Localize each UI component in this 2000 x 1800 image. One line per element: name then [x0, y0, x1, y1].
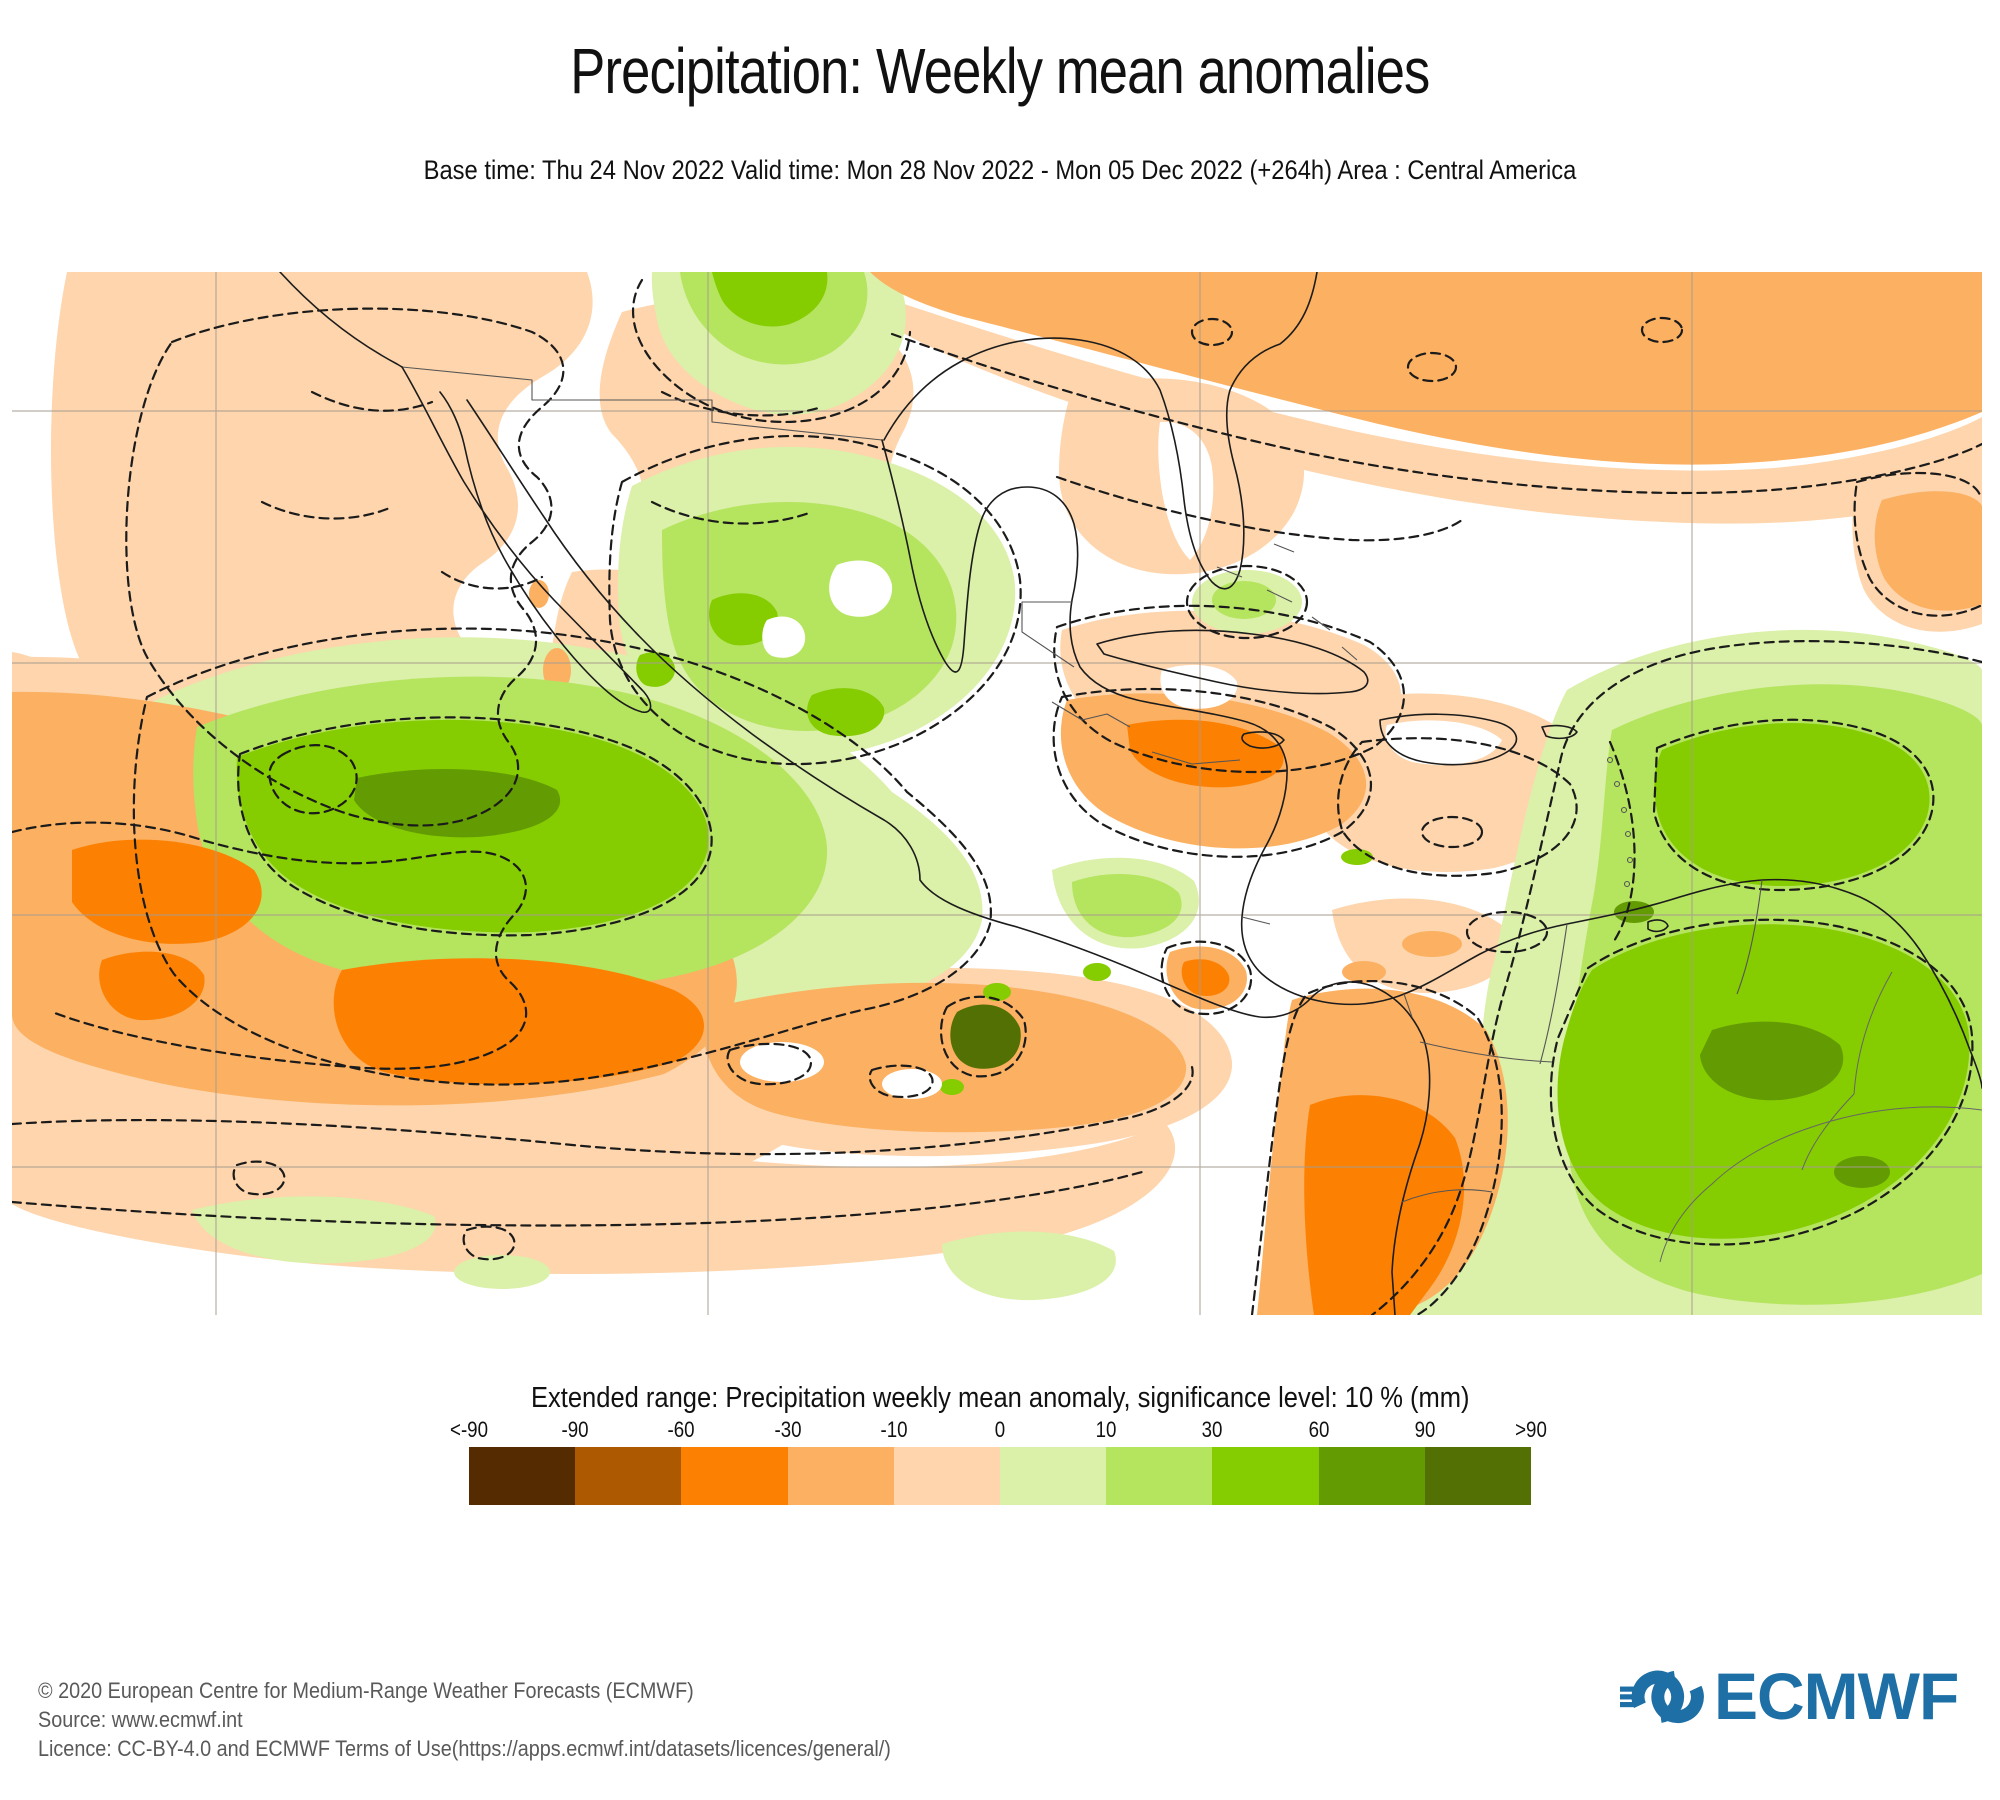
legend-title-text: Extended range: Precipitation weekly mea…: [530, 1382, 1470, 1414]
legend-tick-label: -10: [880, 1417, 908, 1442]
legend-tick-label: -30: [774, 1417, 802, 1442]
footer: © 2020 European Centre for Medium-Range …: [38, 1676, 1007, 1763]
anomaly-map-svg: [10, 271, 1984, 1317]
anomaly-map: [10, 271, 1984, 1317]
legend-color-segment: [1212, 1447, 1319, 1505]
footer-licence: Licence: CC-BY-4.0 and ECMWF Terms of Us…: [38, 1736, 891, 1761]
legend-color-segment: [787, 1447, 894, 1505]
legend-color-bar: [469, 1447, 1532, 1505]
legend-tick-label: 0: [994, 1417, 1006, 1442]
legend-tick-label: 90: [1414, 1417, 1436, 1442]
legend-color-segment: [681, 1447, 788, 1505]
ecmwf-logo-text: ECMWF: [1714, 1659, 1959, 1733]
legend-tick-label: -60: [667, 1417, 695, 1442]
legend-tick-label: 10: [1095, 1417, 1117, 1442]
legend-tick-label: -90: [561, 1417, 589, 1442]
legend-color-segment: [893, 1447, 1001, 1505]
legend-color-segment: [1106, 1447, 1213, 1505]
legend-color-segment: [575, 1447, 682, 1505]
legend-color-segment: [469, 1447, 576, 1505]
footer-copyright: © 2020 European Centre for Medium-Range …: [38, 1678, 694, 1703]
footer-source: Source: www.ecmwf.int: [38, 1707, 243, 1732]
legend-tick-label: <-90: [450, 1417, 488, 1442]
legend-tick-label: 60: [1308, 1417, 1329, 1442]
map-subtitle: Base time: Thu 24 Nov 2022 Valid time: M…: [0, 155, 2000, 186]
legend-color-segment: [1424, 1447, 1532, 1505]
legend-color-segment: [1318, 1447, 1425, 1505]
legend-tick-label: >90: [1515, 1417, 1547, 1442]
legend-color-segment: [1000, 1447, 1107, 1505]
page-title-text: Precipitation: Weekly mean anomalies: [570, 35, 1430, 107]
page-title: Precipitation: Weekly mean anomalies: [0, 34, 2000, 108]
grid-lines: [12, 272, 1982, 1315]
legend-tick-labels: <-90 -90 -60 -30 -10 0 10 30 60 90 >90: [450, 1417, 1547, 1443]
map-subtitle-text: Base time: Thu 24 Nov 2022 Valid time: M…: [423, 155, 1577, 185]
legend-title: Extended range: Precipitation weekly mea…: [0, 1382, 2000, 1415]
ecmwf-logo-mark: [1620, 1670, 1704, 1724]
ecmwf-logo: ECMWF: [1620, 1658, 1959, 1734]
coastlines: [279, 271, 1983, 1316]
significance-contours: [10, 278, 1984, 1317]
anomaly-regions: [12, 272, 1982, 1315]
legend-tick-label: 30: [1201, 1417, 1223, 1442]
